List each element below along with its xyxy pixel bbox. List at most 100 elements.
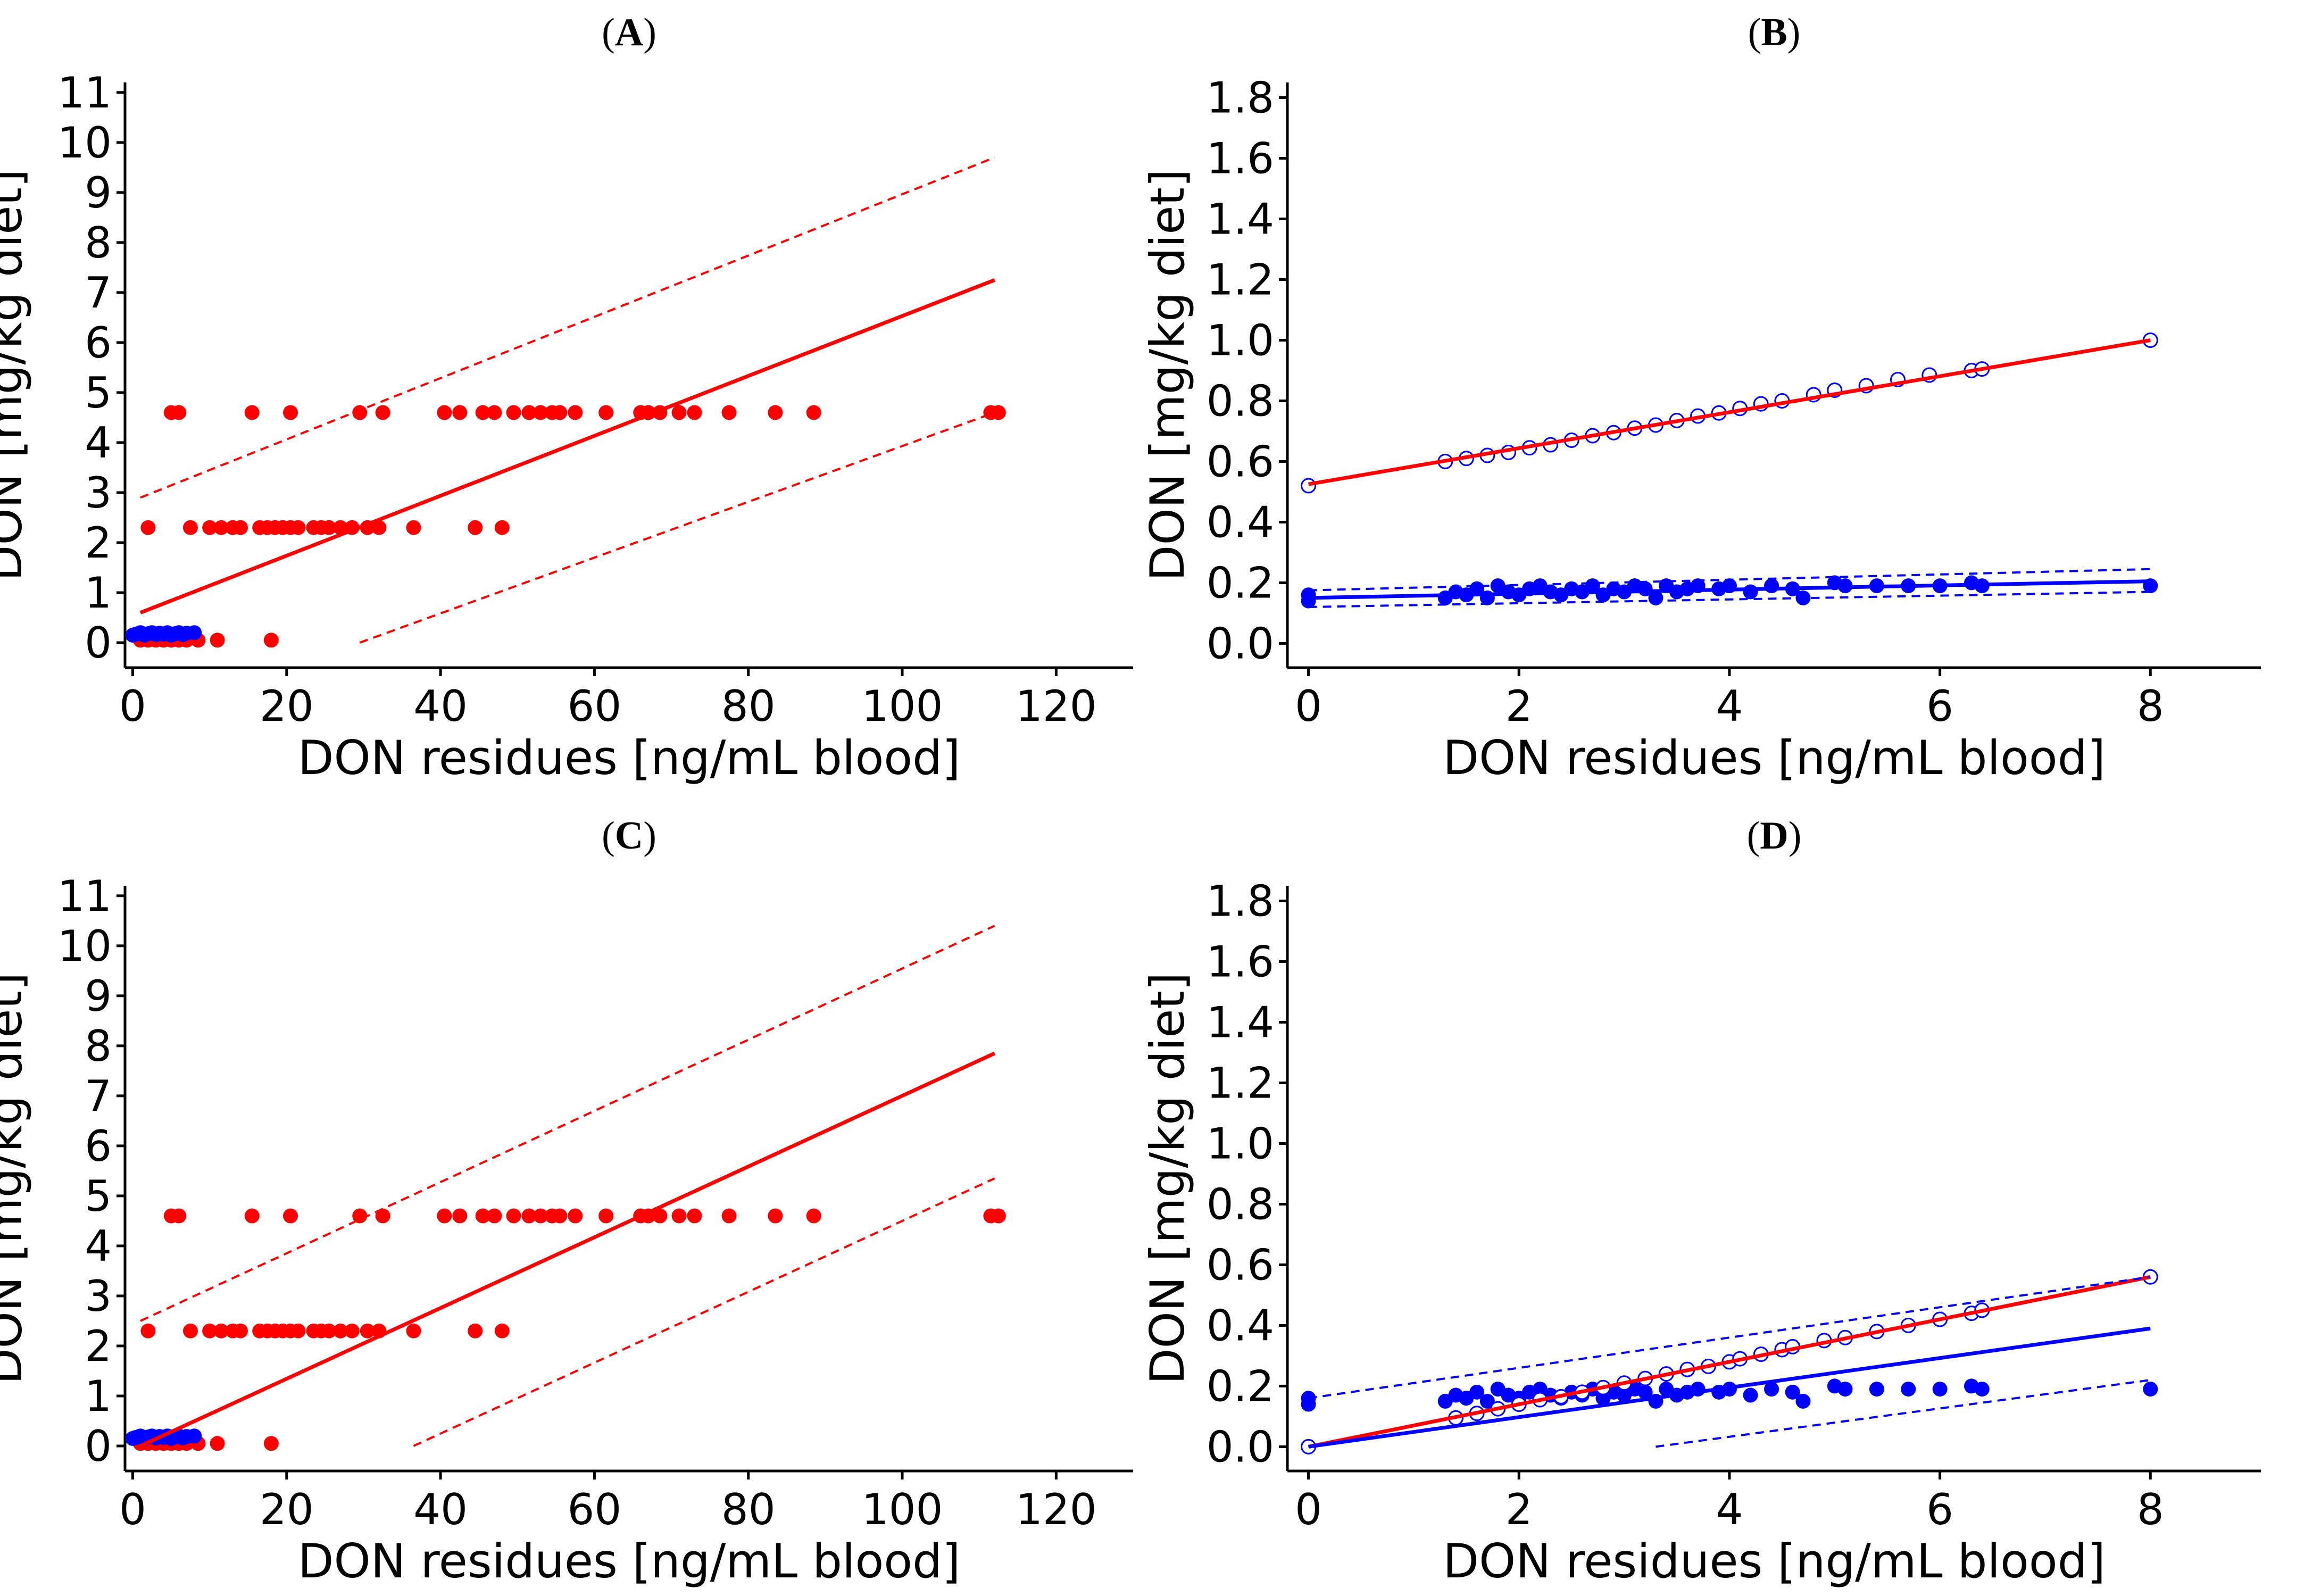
panel-c-title: (C) <box>602 814 656 858</box>
panel-a-x-tick-label: 40 <box>413 681 468 731</box>
panel-a-point <box>244 405 260 420</box>
panel-a-x-axis-title: DON residues [ng/mL blood] <box>298 730 961 785</box>
panel-d-y-tick-label: 0.8 <box>1207 1179 1274 1229</box>
panel-c-interval-line <box>413 1177 995 1447</box>
panel-c-y-tick-label: 2 <box>85 1321 112 1371</box>
panel-c-point <box>437 1208 452 1224</box>
panel-a-point <box>671 405 687 420</box>
panel-b-interval-line <box>1308 568 2151 592</box>
panel-c-x-tick-label: 60 <box>568 1485 622 1534</box>
panel-a-point <box>437 405 452 420</box>
panel-c-y-tick-label: 7 <box>85 1071 112 1121</box>
panel-d-y-axis-title: DON [mg/kg diet] <box>1140 972 1195 1384</box>
panel-b-x-tick-label: 6 <box>1926 681 1953 731</box>
panel-a-point <box>533 405 548 420</box>
panel-a-point <box>806 405 821 420</box>
panel-c-point <box>598 1208 614 1224</box>
panel-a-point <box>210 633 225 648</box>
panel-a-point <box>487 405 502 420</box>
panel-c-y-tick-label: 6 <box>85 1121 112 1171</box>
panel-d-point <box>1743 1387 1758 1403</box>
panel-c-point <box>568 1208 583 1224</box>
panel-c-point <box>806 1208 821 1224</box>
panel-b-open-point <box>1301 478 1317 494</box>
panel-b-y-tick-label: 1.0 <box>1207 315 1274 365</box>
panel-a-y-tick-label: 10 <box>57 118 112 168</box>
panel-a-point <box>475 405 490 420</box>
panel-c-y-tick-label: 1 <box>85 1371 112 1421</box>
panel-a-point <box>140 520 156 535</box>
panel-b-x-tick-label: 0 <box>1295 681 1322 731</box>
panel-c-point <box>533 1208 548 1224</box>
panel-c-x-tick-label: 20 <box>260 1485 314 1534</box>
panel-a-x-tick-label: 60 <box>568 681 622 731</box>
panel-a-point <box>468 520 483 535</box>
panel-a-x-tick-label: 80 <box>721 681 776 731</box>
panel-a-point <box>568 405 583 420</box>
panel-a-point <box>321 520 337 535</box>
panel-c-point <box>290 1323 306 1339</box>
panel-b-regression-line <box>1308 338 2151 486</box>
panel-b-y-tick-label: 1.8 <box>1207 73 1274 122</box>
panel-c-label: C <box>615 814 643 858</box>
panel-d-point <box>1901 1382 1916 1397</box>
panel-b: (B)0 2 4 6 80.00.20.40.60.81.01.21.41.61.8DO… <box>1140 11 2261 785</box>
panel-d-x-tick-label: 6 <box>1926 1485 1953 1534</box>
panel-d-regression-line <box>1308 1326 2151 1449</box>
panel-a-regression-line <box>139 278 995 614</box>
panel-c-y-tick-label: 11 <box>57 871 112 921</box>
panel-d-point <box>1764 1382 1779 1397</box>
panel-a-point <box>687 405 702 420</box>
panel-a-point <box>283 405 298 420</box>
panel-d-y-tick-label: 0.2 <box>1207 1361 1274 1411</box>
panel-d-y-tick-label: 1.2 <box>1207 1058 1274 1108</box>
panel-c-point <box>768 1208 783 1224</box>
panel-a-y-axis-title: DON [mg/kg diet] <box>0 169 32 581</box>
panel-d-point <box>1637 1384 1653 1400</box>
panel-a-point <box>506 405 521 420</box>
panel-a-point <box>371 520 387 535</box>
panel-a-interval-line <box>140 156 995 499</box>
panel-a-point <box>768 405 783 420</box>
panel-c-point <box>344 1323 360 1339</box>
panel-d-x-tick-label: 4 <box>1716 1485 1743 1534</box>
panel-c-point <box>687 1208 702 1224</box>
panel-c-point <box>202 1323 218 1339</box>
panel-a-point <box>598 405 614 420</box>
panel-a-point <box>232 520 248 535</box>
panel-a-label: A <box>615 11 643 54</box>
panel-c-point <box>232 1323 248 1339</box>
panel-a-point <box>991 405 1006 420</box>
panel-c-x-tick-label: 80 <box>721 1485 776 1534</box>
panel-c-point <box>652 1208 668 1224</box>
panel-b-x-tick-label: 4 <box>1716 681 1743 731</box>
panel-c-point <box>182 1323 198 1339</box>
panel-c-point <box>721 1208 737 1224</box>
panel-c-point <box>171 1208 187 1224</box>
panel-c-x-tick-label: 40 <box>413 1485 468 1534</box>
panel-d-y-tick-label: 1.8 <box>1207 876 1274 926</box>
panel-b-x-tick-label: 8 <box>2137 681 2164 731</box>
panel-c-point <box>406 1323 421 1339</box>
panel-b-label: B <box>1761 11 1787 54</box>
panel-c-y-tick-label: 3 <box>85 1271 112 1321</box>
panel-d-point <box>1795 1393 1811 1409</box>
panel-d-point <box>2143 1382 2158 1397</box>
panel-b-title: (B) <box>1748 11 1801 54</box>
panel-c-point <box>333 1323 348 1339</box>
panel-c-point <box>210 1436 225 1451</box>
panel-a-title: (A) <box>602 11 656 54</box>
panel-a-y-tick-label: 3 <box>85 468 112 518</box>
panel-b-y-tick-label: 0.8 <box>1207 376 1274 426</box>
panel-c-y-axis-title: DON [mg/kg diet] <box>0 972 32 1384</box>
panel-c-point <box>213 1323 229 1339</box>
panel-a-y-tick-label: 8 <box>85 218 112 268</box>
panel-c-y-tick-label: 5 <box>85 1171 112 1221</box>
panel-d-y-tick-label: 1.4 <box>1207 998 1274 1047</box>
panel-b-point <box>1469 581 1485 596</box>
panel-d-y-tick-label: 1.0 <box>1207 1119 1274 1168</box>
panel-a-y-tick-label: 2 <box>85 518 112 568</box>
panel-d-title: (D) <box>1747 814 1802 858</box>
panel-c-point <box>187 1428 202 1444</box>
